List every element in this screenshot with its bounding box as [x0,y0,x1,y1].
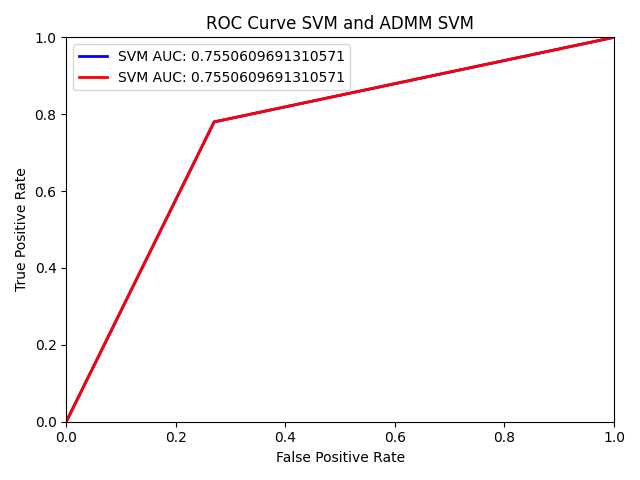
SVM AUC: 0.7550609691310571: (0, 0): 0.7550609691310571: (0, 0) [63,419,70,425]
X-axis label: False Positive Rate: False Positive Rate [276,451,404,465]
Legend: SVM AUC: 0.7550609691310571, SVM AUC: 0.7550609691310571: SVM AUC: 0.7550609691310571, SVM AUC: 0.… [73,44,350,90]
Line: SVM AUC: 0.7550609691310571: SVM AUC: 0.7550609691310571 [67,37,614,422]
Line: SVM AUC: 0.7550609691310571: SVM AUC: 0.7550609691310571 [67,37,614,422]
SVM AUC: 0.7550609691310571: (1, 1): 0.7550609691310571: (1, 1) [610,35,618,40]
Y-axis label: True Positive Rate: True Positive Rate [15,168,29,291]
SVM AUC: 0.7550609691310571: (0.27, 0.78): 0.7550609691310571: (0.27, 0.78) [211,119,218,125]
SVM AUC: 0.7550609691310571: (0.27, 0.78): 0.7550609691310571: (0.27, 0.78) [211,119,218,125]
Title: ROC Curve SVM and ADMM SVM: ROC Curve SVM and ADMM SVM [206,15,474,33]
SVM AUC: 0.7550609691310571: (0, 0): 0.7550609691310571: (0, 0) [63,419,70,425]
SVM AUC: 0.7550609691310571: (1, 1): 0.7550609691310571: (1, 1) [610,35,618,40]
